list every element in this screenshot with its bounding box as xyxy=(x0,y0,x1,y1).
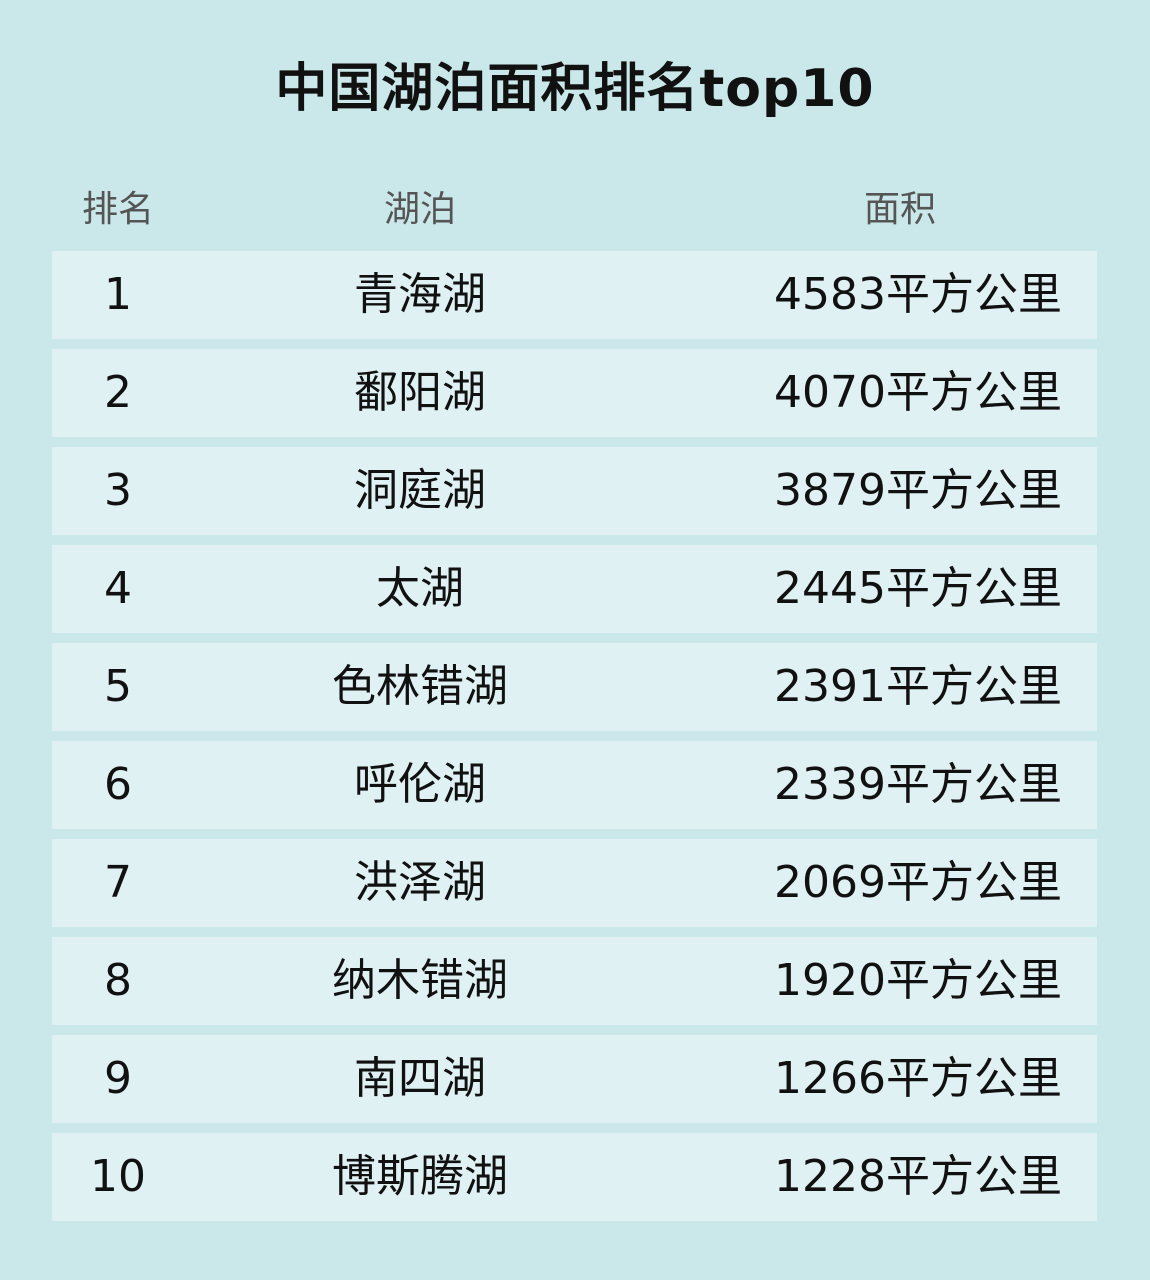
area-cell: 4583平方公里 xyxy=(774,269,1062,320)
page-title: 中国湖泊面积排名top10 xyxy=(275,59,875,119)
table-row: 9 南四湖 1266平方公里 xyxy=(52,1035,1097,1123)
rank-cell: 1 xyxy=(104,269,132,320)
rank-cell: 5 xyxy=(104,661,132,712)
area-cell: 2445平方公里 xyxy=(774,563,1062,614)
rank-cell: 10 xyxy=(90,1151,146,1202)
lake-cell: 青海湖 xyxy=(354,269,486,320)
area-cell: 1266平方公里 xyxy=(774,1053,1062,1104)
header-area: 面积 xyxy=(863,189,936,230)
area-cell: 2391平方公里 xyxy=(774,661,1062,712)
rank-cell: 2 xyxy=(104,367,132,418)
lake-cell: 洞庭湖 xyxy=(354,465,486,516)
table-row: 5 色林错湖 2391平方公里 xyxy=(52,643,1097,731)
table-row: 4 太湖 2445平方公里 xyxy=(52,545,1097,633)
lake-cell: 博斯腾湖 xyxy=(332,1151,508,1202)
area-cell: 3879平方公里 xyxy=(774,465,1062,516)
table-row: 7 洪泽湖 2069平方公里 xyxy=(52,839,1097,927)
lake-cell: 呼伦湖 xyxy=(354,759,486,810)
table-row: 10 博斯腾湖 1228平方公里 xyxy=(52,1133,1097,1221)
rank-cell: 6 xyxy=(104,759,132,810)
lake-cell: 色林错湖 xyxy=(332,661,508,712)
rank-cell: 7 xyxy=(104,857,132,908)
header-rank: 排名 xyxy=(81,189,154,230)
rank-cell: 4 xyxy=(104,563,132,614)
area-cell: 1228平方公里 xyxy=(774,1151,1062,1202)
area-cell: 2069平方公里 xyxy=(774,857,1062,908)
rank-cell: 9 xyxy=(104,1053,132,1104)
table-row: 1 青海湖 4583平方公里 xyxy=(52,251,1097,339)
header-lake: 湖泊 xyxy=(383,189,456,230)
lake-cell: 洪泽湖 xyxy=(354,857,486,908)
table-body: 1 青海湖 4583平方公里 2 鄱阳湖 4070平方公里 3 洞庭湖 3879平方公里 4 太湖 2… xyxy=(52,251,1097,1231)
area-cell: 1920平方公里 xyxy=(774,955,1062,1006)
area-cell: 2339平方公里 xyxy=(774,759,1062,810)
lake-cell: 南四湖 xyxy=(354,1053,486,1104)
area-cell: 4070平方公里 xyxy=(774,367,1062,418)
table-row: 6 呼伦湖 2339平方公里 xyxy=(52,741,1097,829)
table-row: 8 纳木错湖 1920平方公里 xyxy=(52,937,1097,1025)
lake-cell: 太湖 xyxy=(376,563,464,614)
rank-cell: 3 xyxy=(104,465,132,516)
lake-cell: 纳木错湖 xyxy=(332,955,508,1006)
table-row: 3 洞庭湖 3879平方公里 xyxy=(52,447,1097,535)
lake-cell: 鄱阳湖 xyxy=(354,367,486,418)
table-row: 2 鄱阳湖 4070平方公里 xyxy=(52,349,1097,437)
rank-cell: 8 xyxy=(104,955,132,1006)
